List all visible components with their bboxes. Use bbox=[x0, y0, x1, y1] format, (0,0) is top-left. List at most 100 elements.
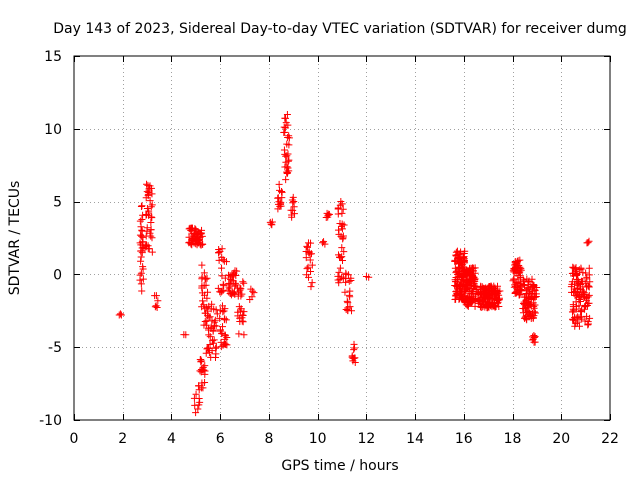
data-point-marker bbox=[137, 280, 145, 288]
y-tick-label: 15 bbox=[44, 49, 62, 65]
data-point-marker bbox=[288, 211, 296, 219]
data-point-marker bbox=[527, 294, 535, 302]
data-point-marker bbox=[530, 304, 538, 312]
data-point-marker bbox=[139, 275, 147, 283]
x-tick-label: 12 bbox=[357, 431, 375, 447]
data-point-marker bbox=[200, 269, 208, 277]
data-point-marker bbox=[151, 303, 159, 311]
data-point-marker bbox=[461, 247, 469, 255]
data-point-marker bbox=[222, 316, 230, 324]
data-point-marker bbox=[516, 263, 524, 271]
data-point-marker bbox=[201, 318, 209, 326]
data-point-marker bbox=[143, 180, 151, 188]
data-point-marker bbox=[528, 275, 536, 283]
data-point-marker bbox=[350, 354, 358, 362]
data-point-marker bbox=[282, 114, 290, 122]
data-point-marker bbox=[147, 213, 155, 221]
data-point-marker bbox=[154, 297, 162, 305]
data-point-marker bbox=[248, 293, 256, 301]
data-point-marker bbox=[526, 300, 534, 308]
data-point-marker bbox=[138, 215, 146, 223]
x-tick-label: 14 bbox=[406, 431, 424, 447]
data-point-marker bbox=[335, 279, 343, 287]
data-point-marker bbox=[350, 340, 358, 348]
data-point-marker bbox=[531, 338, 539, 346]
data-point-marker bbox=[194, 405, 202, 413]
data-point-marker bbox=[219, 286, 227, 294]
data-point-marker bbox=[139, 265, 147, 273]
data-point-marker bbox=[278, 188, 286, 196]
data-point-marker bbox=[212, 322, 220, 330]
data-point-marker bbox=[496, 287, 504, 295]
data-point-marker bbox=[460, 258, 468, 266]
data-point-marker bbox=[218, 329, 226, 337]
data-point-marker bbox=[339, 205, 347, 213]
data-point-marker bbox=[303, 265, 311, 273]
data-point-marker bbox=[219, 280, 227, 288]
data-point-marker bbox=[285, 167, 293, 175]
data-point-marker bbox=[202, 349, 210, 357]
data-point-marker bbox=[585, 282, 593, 290]
data-point-marker bbox=[237, 285, 245, 293]
data-point-marker bbox=[219, 323, 227, 331]
data-point-marker bbox=[522, 290, 530, 298]
data-point-marker bbox=[237, 292, 245, 300]
data-point-marker bbox=[338, 209, 346, 217]
axis-ticks bbox=[74, 56, 611, 421]
data-point-marker bbox=[197, 241, 205, 249]
data-point-marker bbox=[206, 340, 214, 348]
data-point-marker bbox=[531, 309, 539, 317]
data-point-marker bbox=[222, 258, 230, 266]
data-point-marker bbox=[283, 152, 291, 160]
data-point-marker bbox=[212, 306, 220, 314]
data-point-marker bbox=[239, 312, 247, 320]
data-point-marker bbox=[581, 317, 589, 325]
data-point-marker bbox=[530, 333, 538, 341]
data-point-marker bbox=[334, 210, 342, 218]
y-tick-label: -5 bbox=[48, 340, 62, 356]
data-point-marker bbox=[147, 203, 155, 211]
data-point-marker bbox=[335, 268, 343, 276]
data-point-marker bbox=[235, 330, 243, 338]
data-point-marker bbox=[218, 245, 226, 253]
data-point-marker bbox=[239, 278, 247, 286]
data-point-marker bbox=[199, 240, 207, 248]
data-point-marker bbox=[250, 289, 258, 297]
data-point-marker bbox=[191, 401, 199, 409]
data-point-marker bbox=[342, 305, 350, 313]
data-point-marker bbox=[582, 269, 590, 277]
x-tick-label: 18 bbox=[504, 431, 522, 447]
data-point-marker bbox=[284, 150, 292, 158]
data-point-marker bbox=[470, 296, 478, 304]
data-point-marker bbox=[305, 273, 313, 281]
data-point-marker bbox=[240, 279, 248, 287]
x-tick-labels: 0 2 4 6 8 10 12 14 16 18 20 22 bbox=[70, 431, 619, 447]
data-point-marker bbox=[351, 344, 359, 352]
data-point-marker bbox=[307, 268, 315, 276]
data-point-marker bbox=[283, 110, 291, 118]
data-point-marker bbox=[153, 304, 161, 312]
data-point-marker bbox=[198, 229, 206, 237]
data-point-marker bbox=[138, 202, 146, 210]
x-tick-label: 10 bbox=[309, 431, 327, 447]
x-axis-label: GPS time / hours bbox=[281, 458, 398, 474]
data-point-marker bbox=[137, 257, 145, 265]
data-point-marker bbox=[137, 269, 145, 277]
data-point-marker bbox=[285, 141, 293, 149]
data-point-marker bbox=[143, 241, 151, 249]
data-point-marker bbox=[204, 288, 212, 296]
data-point-marker bbox=[232, 281, 240, 289]
data-point-marker bbox=[351, 358, 359, 366]
data-point-marker bbox=[516, 290, 524, 298]
x-tick-label: 0 bbox=[70, 431, 79, 447]
data-point-marker bbox=[340, 248, 348, 256]
data-point-marker bbox=[338, 244, 346, 252]
data-point-marker bbox=[137, 223, 145, 231]
data-point-marker bbox=[289, 199, 297, 207]
data-point-marker bbox=[586, 278, 594, 286]
data-point-marker bbox=[570, 280, 578, 288]
data-point-marker bbox=[204, 345, 212, 353]
data-point-marker bbox=[223, 333, 231, 341]
data-point-marker bbox=[204, 307, 212, 315]
data-point-marker bbox=[203, 294, 211, 302]
